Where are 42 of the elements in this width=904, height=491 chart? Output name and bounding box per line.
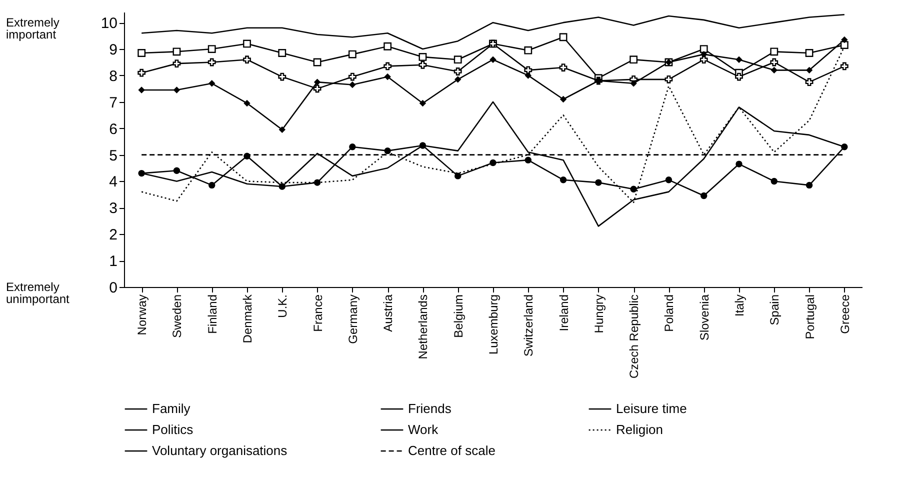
x-tick-label: Austria <box>381 294 396 332</box>
y-tick-label: 2 <box>109 226 118 244</box>
x-tick-label: Hungry <box>592 294 606 334</box>
y-tick-label: 4 <box>109 174 118 191</box>
legend-label: Voluntary organisations <box>152 443 288 458</box>
y-tick-label: 1 <box>109 253 118 270</box>
x-tick-label: Luxemburg <box>486 294 500 355</box>
x-tick-label: Switzerland <box>522 294 536 357</box>
x-tick-label: Sweden <box>170 294 184 338</box>
y-tick-label: 9 <box>109 42 118 59</box>
y-tick-label: 3 <box>109 200 118 218</box>
x-tick-label: Portugal <box>802 294 817 340</box>
x-tick-label: France <box>310 294 325 332</box>
legend-label: Leisure time <box>616 401 687 416</box>
legend-label: Politics <box>152 422 194 437</box>
legend-label: Friends <box>408 401 452 416</box>
x-tick-label: Greece <box>838 294 852 334</box>
y-tick-label: 7 <box>109 94 118 112</box>
legend-label: Centre of scale <box>408 443 496 458</box>
x-tick-label: Slovenia <box>697 294 712 341</box>
x-tick-label: Denmark <box>240 294 254 344</box>
x-tick-label: Netherlands <box>416 294 430 360</box>
x-tick-label: Poland <box>662 294 676 332</box>
y-tick-label: 10 <box>100 15 118 32</box>
x-tick-label: Ireland <box>556 294 571 332</box>
text: Extremely important <box>6 16 60 42</box>
legend-label: Family <box>152 401 191 416</box>
y-tick-label: 8 <box>109 68 118 85</box>
y-tick-label: 6 <box>109 120 118 138</box>
text: Extremely unimportant <box>6 280 70 306</box>
x-tick-label: Czech Republic <box>627 294 642 379</box>
x-tick-label: Spain <box>768 294 782 326</box>
x-tick-label: Finland <box>205 294 220 334</box>
y-tick-label: 5 <box>109 147 118 164</box>
x-tick-label: Italy <box>732 294 746 317</box>
x-tick-label: Norway <box>135 294 150 336</box>
x-tick-label: Germany <box>346 294 360 344</box>
x-tick-label: Belgium <box>451 294 466 338</box>
legend-label: Religion <box>616 422 663 437</box>
legend-label: Work <box>408 422 439 437</box>
x-tick-label: U.K. <box>276 294 290 318</box>
y-tick-label: 0 <box>109 280 118 296</box>
